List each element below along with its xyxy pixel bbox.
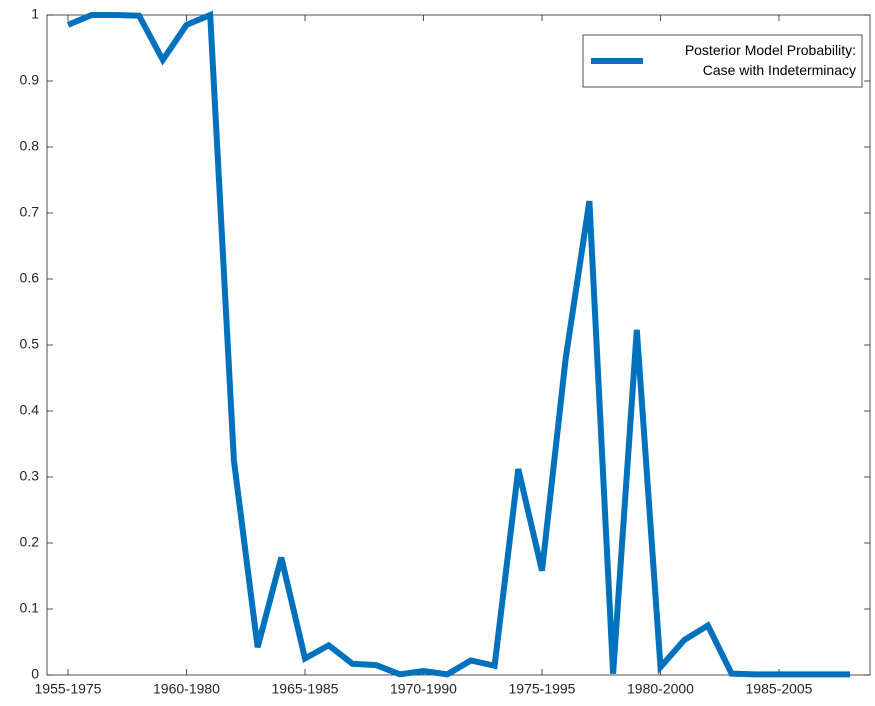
x-tick-label: 1980-2000: [627, 681, 694, 697]
x-tick-label: 1970-1990: [390, 681, 457, 697]
y-tick-label: 0.4: [20, 402, 40, 418]
y-tick-label: 0.1: [20, 600, 40, 616]
y-tick-label: 0.3: [20, 468, 40, 484]
x-tick-label: 1960-1980: [153, 681, 220, 697]
y-tick-label: 0.2: [20, 534, 40, 550]
x-tick-label: 1955-1975: [35, 681, 102, 697]
x-tick-label: 1975-1995: [509, 681, 576, 697]
x-tick-label: 1985-2005: [746, 681, 813, 697]
data-line: [66, 10, 851, 678]
legend-label: Posterior Model Probability: Case with In…: [685, 42, 856, 78]
y-tick-label: 0.6: [20, 270, 40, 286]
y-tick-label: 0.9: [20, 72, 40, 88]
y-tick-label: 1: [31, 6, 39, 22]
y-tick-label: 0.8: [20, 138, 40, 154]
x-tick-label: 1965-1985: [272, 681, 339, 697]
y-tick-label: 0.7: [20, 204, 40, 220]
y-tick-label: 0: [31, 666, 39, 682]
plot-area: [46, 14, 871, 676]
y-tick-label: 0.5: [20, 336, 40, 352]
